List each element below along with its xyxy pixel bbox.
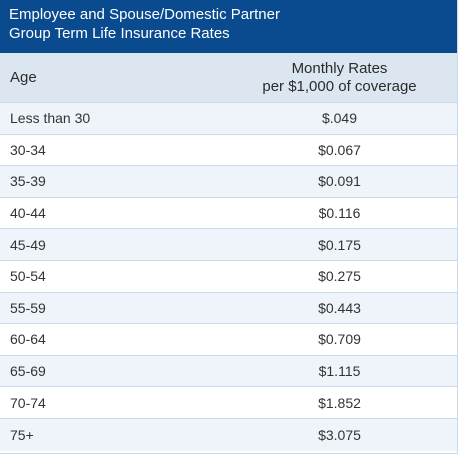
table-row: 35-39 $0.091: [0, 166, 457, 198]
age-cell: 40-44: [10, 205, 46, 222]
rate-cell: $.049: [321, 110, 358, 127]
rate-column-header: Monthly Rates per $1,000 of coverage: [230, 53, 457, 102]
column-header-row: Age Monthly Rates per $1,000 of coverage: [0, 53, 457, 103]
table-title-line-1: Employee and Spouse/Domestic Partner: [9, 6, 280, 23]
table-row: 45-49 $0.175: [0, 229, 457, 261]
rate-cell: $1.852: [318, 394, 361, 411]
rate-cell: $0.067: [318, 141, 361, 158]
rate-header-line-2: per $1,000 of coverage: [262, 77, 417, 95]
age-cell: 55-59: [10, 299, 46, 316]
age-cell: 60-64: [10, 331, 46, 348]
table-row: Less than 30 $.049: [0, 103, 457, 135]
age-cell: 50-54: [10, 268, 46, 285]
age-cell: 30-34: [10, 141, 46, 158]
table-body: Less than 30 $.049 30-34 $0.067 35-39 $0…: [0, 103, 457, 451]
table-row: 65-69 $1.115: [0, 355, 457, 388]
table-row: 40-44 $0.116: [0, 197, 457, 230]
table-row: 60-64 $0.709: [0, 324, 457, 356]
rate-cell: $0.091: [318, 173, 361, 190]
age-cell: 35-39: [10, 173, 46, 190]
table-row: 50-54 $0.275: [0, 260, 457, 293]
rate-cell: $0.175: [318, 236, 361, 253]
age-cell: 45-49: [10, 236, 46, 253]
rate-header-line-1: Monthly Rates: [291, 59, 388, 77]
rate-cell: $0.116: [318, 205, 361, 222]
rate-cell: $0.443: [318, 299, 361, 316]
table-row: 70-74 $1.852: [0, 387, 457, 419]
rate-cell: $1.115: [318, 363, 361, 380]
rate-cell: $3.075: [318, 426, 361, 443]
rate-cell: $0.275: [318, 268, 361, 285]
table-row: 75+ $3.075: [0, 418, 457, 451]
table-title-line-2: Group Term Life Insurance Rates: [9, 25, 230, 42]
age-column-header: Age: [10, 69, 37, 86]
age-cell: 65-69: [10, 363, 46, 380]
table-row: 55-59 $0.443: [0, 292, 457, 325]
age-cell: Less than 30: [10, 110, 91, 127]
table-title: Employee and Spouse/Domestic Partner Gro…: [0, 0, 457, 53]
age-cell: 75+: [10, 426, 34, 443]
age-cell: 70-74: [10, 394, 46, 411]
rate-cell: $0.709: [318, 331, 361, 348]
table-row: 30-34 $0.067: [0, 134, 457, 167]
